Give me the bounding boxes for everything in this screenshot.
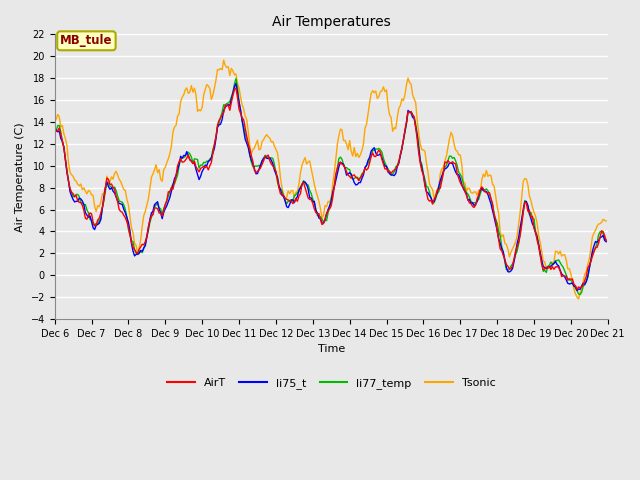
li75_t — [232, 81, 240, 86]
AirT — [244, 142, 252, 147]
Y-axis label: Air Temperature (C): Air Temperature (C) — [15, 122, 25, 231]
li75_t — [215, 122, 223, 128]
li77_temp — [602, 237, 610, 243]
Line: li75_t: li75_t — [54, 84, 606, 290]
AirT — [602, 238, 610, 244]
li77_temp — [51, 129, 58, 135]
li75_t — [235, 99, 243, 105]
li75_t — [602, 239, 610, 245]
AirT — [215, 118, 223, 123]
Tsonic — [118, 183, 126, 189]
Line: AirT: AirT — [54, 88, 606, 289]
Line: li77_temp: li77_temp — [54, 79, 606, 295]
Tsonic — [220, 57, 227, 63]
Tsonic — [244, 129, 252, 134]
li77_temp — [118, 199, 126, 205]
Tsonic — [602, 218, 610, 224]
Tsonic — [573, 294, 581, 300]
Tsonic — [294, 189, 301, 194]
li77_temp — [235, 99, 243, 105]
li75_t — [51, 131, 58, 136]
li75_t — [294, 194, 301, 200]
AirT — [575, 284, 582, 290]
li75_t — [573, 288, 581, 293]
Line: Tsonic: Tsonic — [54, 60, 606, 299]
AirT — [232, 85, 240, 91]
li77_temp — [294, 190, 301, 196]
li75_t — [118, 202, 126, 207]
Legend: AirT, li75_t, li77_temp, Tsonic: AirT, li75_t, li77_temp, Tsonic — [163, 373, 500, 393]
AirT — [294, 198, 301, 204]
li77_temp — [232, 76, 240, 82]
AirT — [235, 106, 243, 112]
X-axis label: Time: Time — [317, 344, 345, 354]
li75_t — [575, 286, 582, 292]
AirT — [51, 129, 58, 135]
Tsonic — [235, 84, 243, 90]
AirT — [573, 287, 581, 292]
li75_t — [244, 144, 252, 150]
Tsonic — [215, 67, 223, 73]
li77_temp — [576, 292, 584, 298]
Title: Air Temperatures: Air Temperatures — [272, 15, 390, 29]
li77_temp — [215, 120, 223, 126]
Tsonic — [575, 296, 582, 302]
AirT — [118, 209, 126, 215]
Tsonic — [51, 116, 58, 122]
li77_temp — [244, 142, 252, 147]
li77_temp — [573, 288, 581, 293]
Text: MB_tule: MB_tule — [60, 34, 113, 48]
